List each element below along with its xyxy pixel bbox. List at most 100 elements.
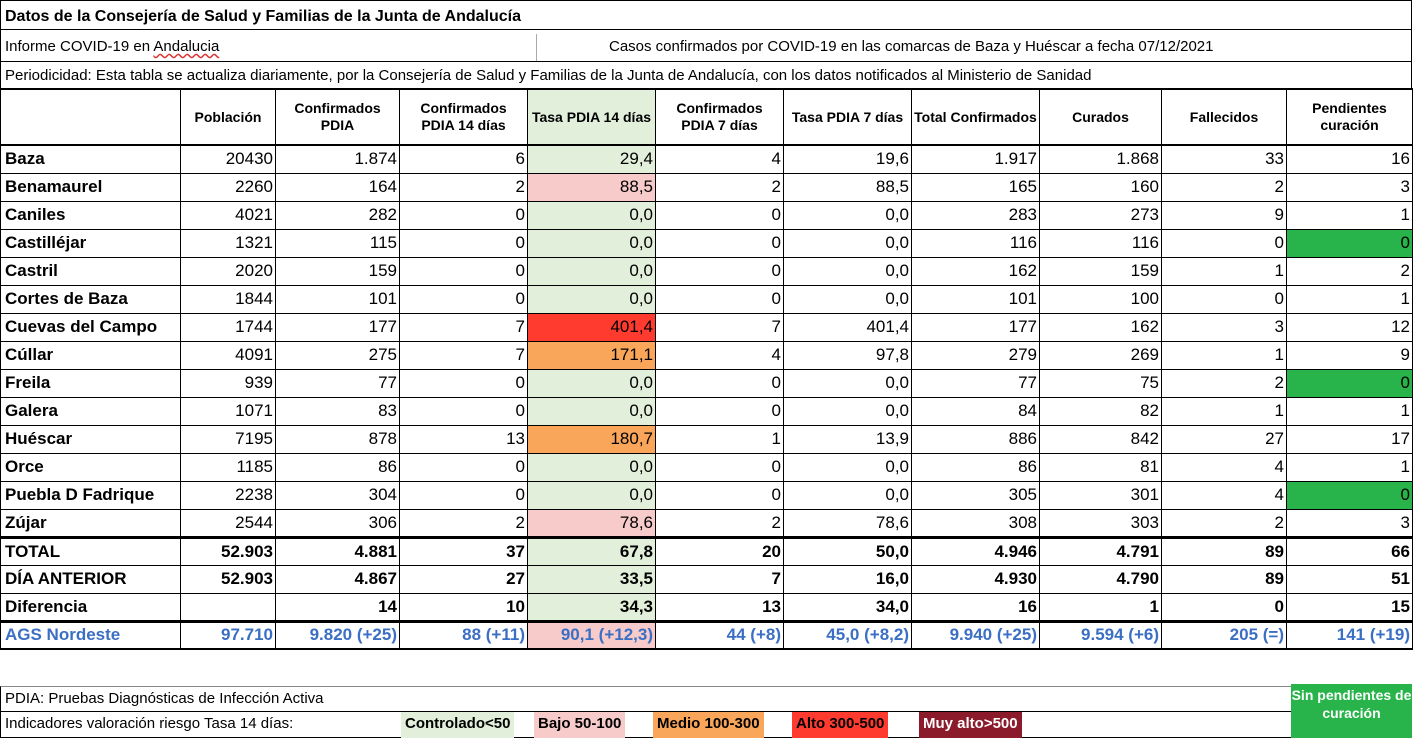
municipality-row: Puebla D Fadrique 2238 304 0 0,0 0 0,0 305 301 4 0 bbox=[0, 480, 1413, 510]
cell-confirmados-pdia-14-dias: 88 (+11) bbox=[399, 619, 528, 650]
cell-tasa-pdia-7-dias: 45,0 (+8,2) bbox=[783, 619, 912, 650]
cell-total-confirmados: 4.930 bbox=[911, 564, 1040, 594]
cell-fallecidos: 1 bbox=[1161, 396, 1287, 426]
row-label: AGS Nordeste bbox=[0, 619, 181, 650]
cell-tasa-pdia-7-dias: 19,6 bbox=[783, 144, 912, 174]
municipality-row: Zújar 2544 306 2 78,6 2 78,6 308 303 2 3 bbox=[0, 508, 1413, 538]
cell-confirmados-pdia-14-dias: 13 bbox=[399, 424, 528, 454]
report-right: Casos confirmados por COVID-19 en las co… bbox=[609, 38, 1214, 55]
cell-confirmados-pdia: 177 bbox=[275, 312, 400, 342]
row-label: DÍA ANTERIOR bbox=[0, 564, 181, 594]
footer-legend-row: Indicadores valoración riesgo Tasa 14 dí… bbox=[0, 712, 1412, 738]
cell-confirmados-pdia-7-dias: 7 bbox=[655, 564, 784, 594]
row-label: Galera bbox=[0, 396, 181, 426]
cell-pendientes-curacion: 0 bbox=[1286, 368, 1413, 398]
cell-fallecidos: 3 bbox=[1161, 312, 1287, 342]
municipality-row: Cuevas del Campo 1744 177 7 401,4 7 401,4 177 16… bbox=[0, 312, 1413, 342]
cell-tasa-pdia-14-dias: 0,0 bbox=[527, 200, 656, 230]
cell-confirmados-pdia-14-dias: 0 bbox=[399, 480, 528, 510]
cell-poblacion bbox=[180, 592, 276, 622]
cell-poblacion: 97.710 bbox=[180, 619, 276, 650]
cell-curados: 100 bbox=[1039, 284, 1162, 314]
cell-poblacion: 52.903 bbox=[180, 564, 276, 594]
cell-confirmados-pdia: 101 bbox=[275, 284, 400, 314]
cell-total-confirmados: 279 bbox=[911, 340, 1040, 370]
cell-confirmados-pdia: 878 bbox=[275, 424, 400, 454]
cell-confirmados-pdia-14-dias: 7 bbox=[399, 312, 528, 342]
cell-tasa-pdia-14-dias: 67,8 bbox=[527, 535, 656, 566]
report-left: Informe COVID-19 en Andalucia bbox=[5, 36, 219, 58]
cell-tasa-pdia-7-dias: 34,0 bbox=[783, 592, 912, 622]
table-body: Baza 20430 1.874 6 29,4 4 19,6 1.917 1.868 33 16 Be… bbox=[0, 144, 1413, 650]
cell-total-confirmados: 283 bbox=[911, 200, 1040, 230]
cell-tasa-pdia-14-dias: 0,0 bbox=[527, 396, 656, 426]
cell-confirmados-pdia-14-dias: 2 bbox=[399, 508, 528, 538]
cell-tasa-pdia-7-dias: 78,6 bbox=[783, 508, 912, 538]
row-label: Orce bbox=[0, 452, 181, 482]
cell-confirmados-pdia-7-dias: 0 bbox=[655, 452, 784, 482]
cell-curados: 273 bbox=[1039, 200, 1162, 230]
cell-confirmados-pdia-7-dias: 44 (+8) bbox=[655, 619, 784, 650]
cell-fallecidos: 0 bbox=[1161, 592, 1287, 622]
cell-poblacion: 52.903 bbox=[180, 535, 276, 566]
cell-fallecidos: 4 bbox=[1161, 480, 1287, 510]
header-row: Población Confirmados PDIA Confirmados PDI… bbox=[0, 88, 1413, 146]
cell-fallecidos: 33 bbox=[1161, 144, 1287, 174]
cell-confirmados-pdia-14-dias: 27 bbox=[399, 564, 528, 594]
cell-pendientes-curacion: 51 bbox=[1286, 564, 1413, 594]
cell-curados: 9.594 (+6) bbox=[1039, 619, 1162, 650]
cell-confirmados-pdia-14-dias: 37 bbox=[399, 535, 528, 566]
cell-total-confirmados: 1.917 bbox=[911, 144, 1040, 174]
row-label: Diferencia bbox=[0, 592, 181, 622]
row-label: Castril bbox=[0, 256, 181, 286]
cell-tasa-pdia-14-dias: 33,5 bbox=[527, 564, 656, 594]
cell-curados: 75 bbox=[1039, 368, 1162, 398]
cell-poblacion: 1744 bbox=[180, 312, 276, 342]
cell-tasa-pdia-14-dias: 0,0 bbox=[527, 368, 656, 398]
cell-confirmados-pdia-14-dias: 0 bbox=[399, 452, 528, 482]
cell-tasa-pdia-7-dias: 0,0 bbox=[783, 368, 912, 398]
cell-confirmados-pdia: 275 bbox=[275, 340, 400, 370]
cell-confirmados-pdia-7-dias: 1 bbox=[655, 424, 784, 454]
cell-pendientes-curacion: 1 bbox=[1286, 284, 1413, 314]
cell-pendientes-curacion: 17 bbox=[1286, 424, 1413, 454]
cell-confirmados-pdia: 86 bbox=[275, 452, 400, 482]
total-row: TOTAL 52.903 4.881 37 67,8 20 50,0 4.946 4.791 89… bbox=[0, 535, 1413, 566]
total-row: DÍA ANTERIOR 52.903 4.867 27 33,5 7 16,0 4.930 4… bbox=[0, 564, 1413, 594]
cell-tasa-pdia-7-dias: 16,0 bbox=[783, 564, 912, 594]
cell-tasa-pdia-7-dias: 0,0 bbox=[783, 228, 912, 258]
cell-confirmados-pdia-7-dias: 0 bbox=[655, 200, 784, 230]
legend-controlado-50: Controlado<50 bbox=[401, 712, 515, 738]
cell-fallecidos: 4 bbox=[1161, 452, 1287, 482]
cell-curados: 842 bbox=[1039, 424, 1162, 454]
column-header-poblacion: Población bbox=[180, 88, 276, 146]
cell-poblacion: 2020 bbox=[180, 256, 276, 286]
municipality-row: Huéscar 7195 878 13 180,7 1 13,9 886 842 27 17 bbox=[0, 424, 1413, 454]
footer-pdia-row: PDIA: Pruebas Diagnósticas de Infección … bbox=[0, 686, 1412, 712]
cell-total-confirmados: 165 bbox=[911, 172, 1040, 202]
cell-confirmados-pdia-7-dias: 20 bbox=[655, 535, 784, 566]
cell-tasa-pdia-7-dias: 13,9 bbox=[783, 424, 912, 454]
cell-pendientes-curacion: 2 bbox=[1286, 256, 1413, 286]
cell-fallecidos: 0 bbox=[1161, 284, 1287, 314]
column-header-tasa-pdia-7-dias: Tasa PDIA 7 días bbox=[783, 88, 912, 146]
cell-tasa-pdia-14-dias: 401,4 bbox=[527, 312, 656, 342]
row-label: Zújar bbox=[0, 508, 181, 538]
cell-curados: 1.868 bbox=[1039, 144, 1162, 174]
cell-confirmados-pdia: 115 bbox=[275, 228, 400, 258]
cell-total-confirmados: 77 bbox=[911, 368, 1040, 398]
cell-curados: 269 bbox=[1039, 340, 1162, 370]
cell-fallecidos: 27 bbox=[1161, 424, 1287, 454]
cell-curados: 4.791 bbox=[1039, 535, 1162, 566]
cell-fallecidos: 2 bbox=[1161, 172, 1287, 202]
cell-poblacion: 2238 bbox=[180, 480, 276, 510]
column-header-total-confirmados: Total Confirmados bbox=[911, 88, 1040, 146]
row-label: Huéscar bbox=[0, 424, 181, 454]
cell-confirmados-pdia-7-dias: 0 bbox=[655, 396, 784, 426]
municipality-row: Castril 2020 159 0 0,0 0 0,0 162 159 1 2 bbox=[0, 256, 1413, 286]
cell-pendientes-curacion: 3 bbox=[1286, 172, 1413, 202]
cell-pendientes-curacion: 12 bbox=[1286, 312, 1413, 342]
cell-fallecidos: 1 bbox=[1161, 340, 1287, 370]
cell-confirmados-pdia-7-dias: 2 bbox=[655, 508, 784, 538]
